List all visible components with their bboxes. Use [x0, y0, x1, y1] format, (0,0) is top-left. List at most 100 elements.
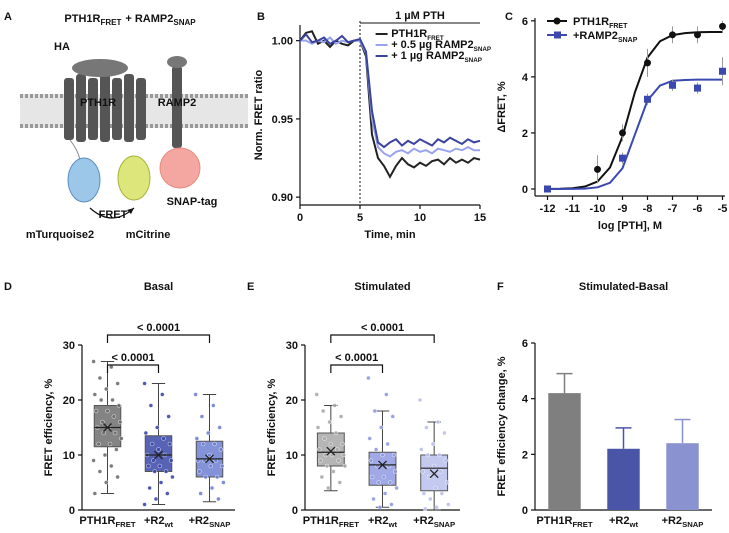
- x-tick-label: 5: [357, 212, 363, 224]
- data-point: [207, 452, 212, 458]
- data-point: [377, 505, 383, 510]
- legend-label-main: + 0.5 µg RAMP2: [391, 39, 473, 51]
- snap-tag: [159, 147, 201, 189]
- diagram-label: mTurquoise2: [26, 229, 94, 241]
- data-point: [93, 408, 99, 414]
- x-tick-label-sub: wt: [628, 520, 638, 529]
- y-axis-label: FRET efficiency, %: [266, 378, 278, 476]
- data-point: [439, 491, 445, 496]
- fit-curve: [547, 78, 723, 190]
- data-point: [152, 469, 157, 474]
- data-point: [111, 414, 117, 419]
- data-point: [168, 458, 174, 463]
- panel-label: C: [505, 11, 513, 23]
- point: [644, 95, 651, 103]
- diagram-label: FRET: [99, 209, 128, 221]
- point: [619, 129, 626, 137]
- x-tick-label: +R2wt: [609, 515, 638, 529]
- data-point: [167, 441, 173, 447]
- data-point: [97, 375, 103, 381]
- data-point: [341, 452, 346, 458]
- data-point: [333, 430, 339, 436]
- x-tick-label-sub: wt: [387, 520, 397, 529]
- legend-label: PTH1RFRET: [573, 16, 628, 30]
- point: [594, 165, 601, 173]
- x-tick-label: +R2SNAP: [413, 515, 455, 529]
- t: PTH1R: [64, 13, 100, 25]
- data-point: [157, 463, 162, 469]
- legend-label: PTH1RFRET: [391, 28, 444, 42]
- legend-label-main: + 1 µg RAMP2: [391, 50, 464, 62]
- data-point: [143, 430, 149, 436]
- significance-label: < 0.0001: [137, 322, 180, 334]
- data-point: [424, 425, 429, 430]
- data-point: [335, 447, 340, 452]
- data-point: [98, 397, 104, 403]
- t: FRET: [100, 18, 121, 27]
- panel-label: F: [497, 281, 504, 293]
- x-axis-label: Time, min: [364, 229, 415, 241]
- data-point: [389, 502, 394, 507]
- series-line: [300, 36, 480, 158]
- bar: [666, 443, 699, 510]
- data-point: [425, 452, 430, 458]
- x-tick-label: -7: [668, 203, 678, 215]
- data-point: [209, 485, 215, 491]
- y-tick-label: 0.90: [272, 192, 293, 204]
- x-tick-label-main: +R2: [413, 515, 434, 527]
- significance-bracket: [330, 334, 435, 343]
- data-point: [314, 392, 319, 397]
- data-point: [146, 463, 151, 469]
- data-point: [142, 381, 147, 386]
- data-point: [420, 469, 425, 474]
- data-point: [198, 491, 203, 496]
- data-point: [337, 480, 343, 485]
- x-tick-label: -9: [618, 203, 628, 215]
- data-point: [107, 441, 113, 447]
- data-point: [317, 447, 322, 452]
- data-point: [380, 452, 385, 458]
- y-tick-label: 0: [292, 505, 298, 517]
- x-tick-label: +R2SNAP: [189, 515, 231, 529]
- data-point: [166, 414, 171, 419]
- y-tick-label: 10: [63, 450, 75, 462]
- point: [669, 81, 676, 89]
- x-tick-label: -11: [565, 203, 580, 215]
- legend-label-main: PTH1R: [573, 16, 609, 28]
- bar: [607, 448, 640, 510]
- fit-curve: [547, 31, 723, 190]
- point: [719, 67, 726, 75]
- chart-title: Basal: [144, 281, 173, 293]
- x-tick-label: -5: [718, 203, 728, 215]
- data-point: [147, 485, 152, 491]
- data-point: [434, 505, 439, 510]
- data-point: [444, 480, 450, 485]
- mcitrine: [117, 155, 151, 201]
- data-point: [328, 441, 334, 447]
- data-point: [387, 480, 393, 485]
- membrane-diagram: [20, 56, 248, 219]
- y-tick-label: 20: [63, 395, 75, 407]
- data-point: [422, 506, 428, 512]
- data-point: [216, 496, 221, 502]
- data-point: [92, 392, 98, 397]
- x-tick-label-main: +R2: [368, 515, 389, 527]
- y-axis-label: ΔFRET, %: [496, 81, 508, 133]
- x-tick-label-sub: FRET: [115, 520, 135, 529]
- data-point: [366, 375, 371, 381]
- data-point: [342, 463, 348, 469]
- data-point: [431, 463, 437, 469]
- y-tick-label: 6: [522, 16, 528, 28]
- data-point: [115, 474, 120, 480]
- y-tick-label: 0: [69, 505, 75, 517]
- point: [544, 185, 551, 193]
- data-point: [206, 430, 211, 436]
- x-axis-label: log [PTH], M: [598, 220, 662, 232]
- data-point: [117, 419, 123, 425]
- data-point: [193, 392, 198, 397]
- y-axis-label: FRET efficiency change, %: [496, 356, 508, 496]
- x-tick-label: -10: [590, 203, 606, 215]
- data-point: [153, 496, 159, 502]
- data-point: [324, 463, 330, 469]
